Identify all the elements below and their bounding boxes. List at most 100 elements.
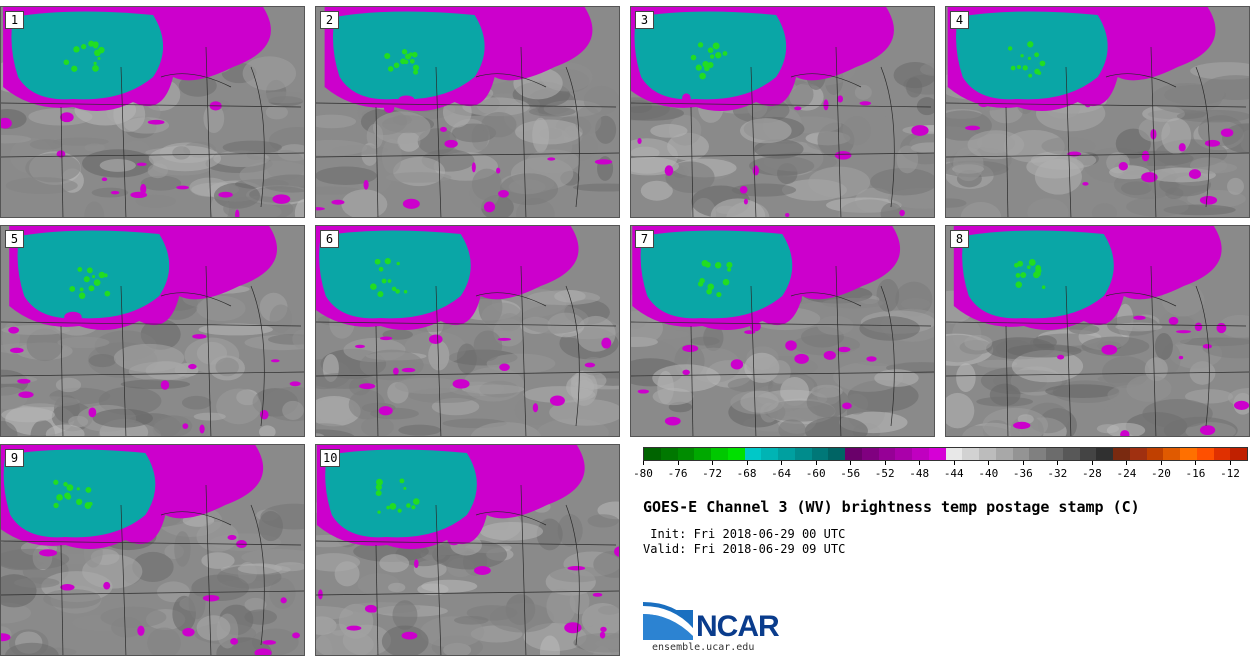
vapor-texture <box>1198 115 1244 147</box>
vapor-texture <box>1185 389 1234 404</box>
vapor-texture <box>1227 177 1244 195</box>
tick-label: -64 <box>771 467 792 480</box>
very-cold-speck <box>66 484 74 492</box>
convective-cell <box>17 378 31 384</box>
vapor-texture <box>529 106 576 117</box>
very-cold-speck <box>63 482 68 487</box>
vapor-texture <box>262 174 304 193</box>
coldest-cloud-core <box>3 449 156 538</box>
vapor-texture <box>1007 344 1082 358</box>
vapor-texture <box>587 514 619 528</box>
vapor-texture <box>1 324 71 335</box>
vapor-texture <box>572 183 619 192</box>
vapor-texture <box>316 114 357 129</box>
vapor-texture <box>1218 314 1249 338</box>
colorbar-swatch <box>1230 448 1247 460</box>
tick-label: -80 <box>633 467 653 480</box>
convective-cell <box>1194 322 1203 332</box>
state-border <box>690 106 694 217</box>
convective-cell <box>227 534 237 540</box>
vapor-texture <box>1 602 32 624</box>
convective-cell <box>1141 172 1158 183</box>
convective-cell <box>1199 425 1216 436</box>
very-cold-speck <box>393 62 400 69</box>
vapor-texture <box>1 407 55 423</box>
vapor-texture <box>1027 198 1069 217</box>
vapor-texture <box>740 118 792 144</box>
vapor-texture <box>316 553 361 572</box>
very-cold-speck <box>411 505 416 510</box>
convective-cell <box>331 199 345 205</box>
very-cold-speck <box>80 43 87 50</box>
state-border <box>1005 325 1009 436</box>
state-border <box>1 540 302 546</box>
state-border <box>520 484 527 655</box>
tick-label: -32 <box>1047 467 1068 480</box>
convective-cell <box>837 95 844 103</box>
colorbar-swatch <box>694 448 711 460</box>
convective-cell <box>289 381 301 387</box>
vapor-texture <box>428 340 450 371</box>
convective-cell <box>56 150 66 158</box>
vapor-texture <box>470 422 542 436</box>
very-cold-speck <box>98 271 106 279</box>
very-cold-speck <box>92 41 99 48</box>
state-border <box>1005 106 1009 217</box>
vapor-texture <box>780 377 810 406</box>
convective-cell <box>740 317 755 324</box>
vapor-texture <box>822 297 884 309</box>
coldest-cloud-core <box>640 230 793 319</box>
state-border <box>880 66 895 208</box>
very-cold-speck <box>1007 46 1013 51</box>
state-border <box>631 321 932 327</box>
very-cold-speck <box>97 56 101 61</box>
convective-cell <box>911 125 929 136</box>
convective-cell <box>359 383 376 390</box>
vapor-texture <box>13 577 60 588</box>
convective-cell <box>794 106 802 111</box>
very-cold-speck <box>396 261 400 266</box>
vapor-texture <box>174 531 191 567</box>
vapor-texture <box>499 173 559 206</box>
convective-cell <box>547 157 556 161</box>
convective-cell <box>549 395 565 406</box>
convective-cell <box>130 191 148 198</box>
vapor-texture <box>135 194 177 208</box>
state-border <box>316 590 619 596</box>
vapor-texture <box>181 395 212 410</box>
vapor-texture <box>1069 324 1100 335</box>
very-cold-speck <box>53 502 59 509</box>
vapor-texture <box>1189 157 1228 174</box>
convective-cell <box>1082 182 1089 186</box>
convective-cell <box>498 189 509 198</box>
wv-map <box>1 226 304 436</box>
vapor-texture <box>880 202 903 217</box>
very-cold-speck <box>395 289 400 294</box>
convective-cell <box>401 631 418 640</box>
vapor-texture <box>92 408 153 428</box>
convective-cell <box>682 369 690 375</box>
colorbar-swatch <box>1046 448 1063 460</box>
panel-number: 5 <box>5 230 24 248</box>
convective-cell <box>471 162 476 173</box>
convective-cell <box>664 165 674 176</box>
vapor-texture <box>916 97 934 116</box>
very-cold-speck <box>103 273 108 278</box>
state-border <box>750 66 757 217</box>
vapor-texture <box>1172 316 1195 330</box>
state-border <box>160 511 232 526</box>
very-cold-speck <box>63 59 70 65</box>
convective-cell <box>592 592 603 597</box>
coldest-cloud-core <box>956 11 1108 100</box>
vapor-texture <box>153 415 193 436</box>
vapor-texture <box>631 105 684 121</box>
state-border <box>205 46 212 217</box>
tick-mark <box>1160 461 1162 465</box>
state-border <box>475 511 547 526</box>
vapor-texture <box>479 521 544 541</box>
colorbar-swatch <box>878 448 896 460</box>
tick-mark <box>884 461 886 465</box>
colorbar-swatch <box>962 448 979 460</box>
colorbar-swatch <box>945 448 963 460</box>
very-cold-speck <box>377 510 381 514</box>
